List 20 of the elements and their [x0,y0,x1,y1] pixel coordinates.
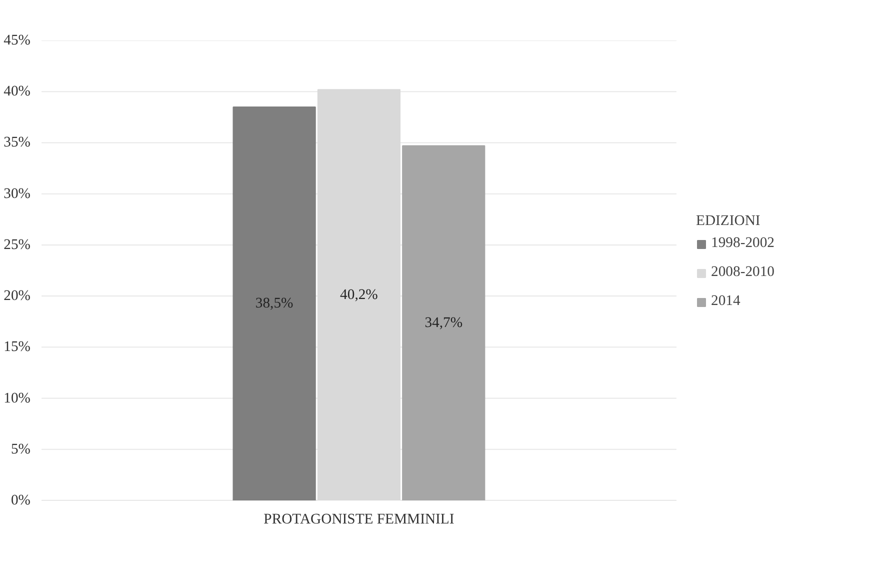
y-tick-label: 40% [4,84,31,100]
y-tick-label: 10% [4,390,31,406]
data-label: 40,2% [340,287,378,304]
y-tick-label: 0% [10,492,31,508]
legend-label: 1998-2002 [711,235,775,252]
y-tick-label: 30% [4,186,31,202]
x-tick-label: PROTAGONISTE FEMMINILI [264,512,454,528]
y-tick-label: 20% [4,288,31,304]
y-tick-label: 5% [10,441,31,458]
legend-title: EDIZIONI [696,213,762,230]
data-label: 34,7% [424,315,463,332]
data-label: 38,5% [255,296,294,312]
y-tick-label: 25% [4,236,31,253]
y-tick-label: 15% [4,339,31,356]
bar [402,145,486,500]
legend-label: 2014 [711,293,740,310]
y-tick-label: 45% [4,32,31,48]
bar [232,106,316,500]
legend-label: 2008-2010 [711,264,775,281]
y-tick-label: 35% [4,134,31,151]
